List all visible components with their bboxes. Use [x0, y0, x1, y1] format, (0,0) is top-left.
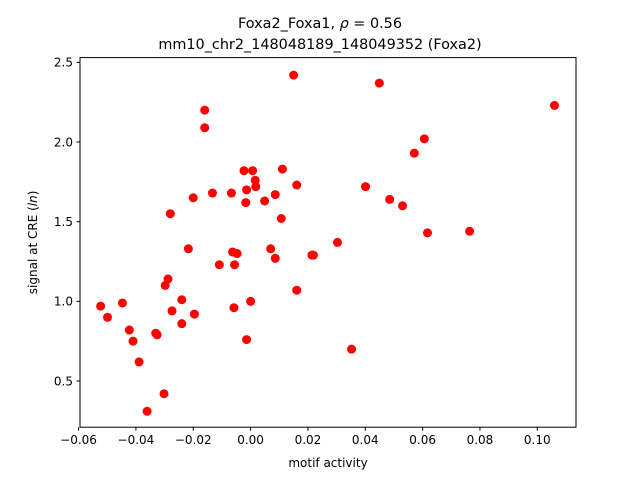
data-point [276, 214, 286, 224]
x-tick-label: −0.02 [175, 433, 212, 447]
y-tick-label: 2.0 [54, 135, 73, 149]
data-point [251, 182, 261, 192]
x-tick-label: 0.04 [352, 433, 379, 447]
data-point [270, 253, 280, 263]
data-point [266, 244, 276, 254]
data-point [465, 226, 475, 236]
data-point [207, 188, 217, 198]
data-point [167, 306, 177, 316]
data-point [308, 250, 318, 260]
data-point [200, 123, 210, 133]
data-point [241, 198, 251, 208]
data-point [292, 285, 302, 295]
data-point [214, 260, 224, 270]
y-tick-label: 2.5 [54, 56, 73, 70]
data-point [242, 335, 252, 345]
data-point [165, 209, 175, 219]
x-tick-label: 0.08 [467, 433, 494, 447]
data-point [142, 406, 152, 416]
data-point [163, 274, 173, 284]
x-tick-label: 0.06 [409, 433, 436, 447]
data-point [117, 298, 127, 308]
x-tick-label: −0.04 [118, 433, 155, 447]
data-point [385, 194, 395, 204]
chart-title-line1: Foxa2_Foxa1, ρ = 0.56 [238, 16, 402, 32]
data-point [361, 182, 371, 192]
data-point [152, 330, 162, 340]
data-point [232, 249, 242, 259]
data-point [549, 100, 559, 110]
data-point [277, 164, 287, 174]
data-point [124, 325, 134, 335]
y-axis-label: signal at CRE (ln) [26, 191, 40, 295]
data-point [128, 336, 138, 346]
data-point [260, 196, 270, 206]
x-tick-label: 0.02 [295, 433, 322, 447]
x-axis-label: motif activity [288, 456, 367, 470]
data-point [159, 389, 169, 399]
data-point [134, 357, 144, 367]
data-point [419, 134, 429, 144]
data-point [229, 303, 239, 313]
y-tick-label: 1.5 [54, 215, 73, 229]
data-point [409, 148, 419, 158]
x-tick-label: −0.06 [60, 433, 97, 447]
x-axis-ticks: −0.06 −0.04 −0.02 0.00 0.02 0.04 0.06 0.08 0.10 [60, 427, 551, 447]
data-point [226, 188, 236, 198]
plot-frame [79, 57, 577, 428]
data-point [289, 70, 299, 80]
data-point [347, 344, 357, 354]
data-point [177, 319, 187, 329]
data-point [183, 244, 193, 254]
data-point [239, 166, 249, 176]
data-points [96, 70, 559, 416]
data-point [96, 301, 106, 311]
chart-title-line2: mm10_chr2_148048189_148049352 (Foxa2) [158, 37, 481, 53]
y-tick-label: 1.0 [54, 295, 73, 309]
x-tick-label: 0.10 [524, 433, 551, 447]
y-axis-ticks: 0.5 1.0 1.5 2.0 2.5 [54, 56, 80, 388]
data-point [422, 228, 432, 238]
data-point [177, 295, 187, 305]
data-point [103, 312, 113, 322]
data-point [200, 105, 210, 115]
data-point [242, 185, 252, 195]
data-point [246, 296, 256, 306]
x-tick-label: 0.00 [237, 433, 264, 447]
data-point [230, 260, 240, 270]
data-point [332, 237, 342, 247]
data-point [292, 180, 302, 190]
data-point [188, 193, 198, 203]
data-point [374, 78, 384, 88]
data-point [398, 201, 408, 211]
data-point [189, 309, 199, 319]
data-point [248, 166, 258, 176]
y-tick-label: 0.5 [54, 374, 73, 388]
data-point [270, 190, 280, 200]
